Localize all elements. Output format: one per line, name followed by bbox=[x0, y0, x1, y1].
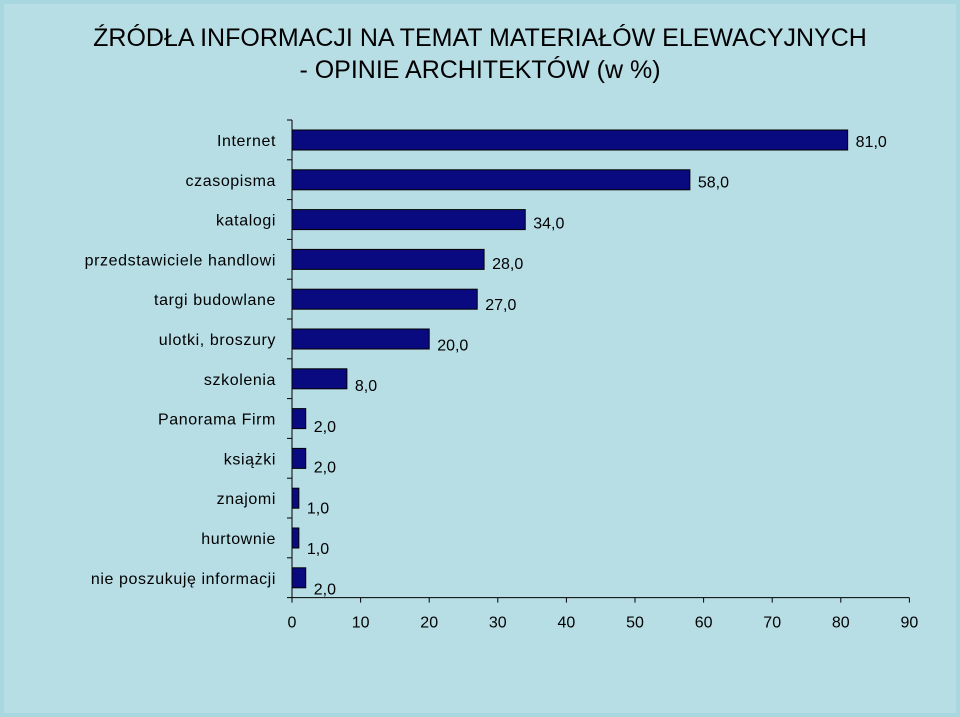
x-tick-label: 60 bbox=[695, 615, 713, 632]
bar bbox=[291, 487, 300, 509]
category-label: Internet bbox=[217, 133, 276, 150]
category-label: znajomi bbox=[217, 491, 276, 508]
data-label: 1,0 bbox=[307, 541, 329, 558]
x-tick-label: 80 bbox=[832, 615, 850, 632]
category-label: szkolenia bbox=[204, 372, 276, 389]
data-label: 2,0 bbox=[314, 419, 336, 436]
bar bbox=[291, 169, 691, 191]
data-label: 2,0 bbox=[314, 460, 336, 477]
category-label: hurtownie bbox=[201, 531, 276, 548]
x-tick-label: 0 bbox=[288, 615, 297, 632]
data-label: 58,0 bbox=[698, 175, 729, 192]
chart-background bbox=[4, 4, 956, 713]
category-label: przedstawiciele handlowi bbox=[85, 252, 276, 269]
x-tick-label: 40 bbox=[558, 615, 576, 632]
chart-title-line-1: ŹRÓDŁA INFORMACJI NA TEMAT MATERIAŁÓW EL… bbox=[93, 24, 867, 52]
bar bbox=[291, 447, 307, 469]
bar bbox=[291, 368, 348, 390]
x-tick-label: 50 bbox=[626, 615, 644, 632]
bar bbox=[291, 328, 430, 350]
bar bbox=[291, 129, 849, 151]
category-label: targi budowlane bbox=[154, 292, 276, 309]
category-label: Panorama Firm bbox=[158, 412, 276, 429]
bar bbox=[291, 248, 485, 270]
x-tick-label: 20 bbox=[420, 615, 438, 632]
bar bbox=[291, 408, 307, 430]
data-label: 8,0 bbox=[355, 378, 377, 395]
category-label: czasopisma bbox=[186, 173, 276, 190]
x-tick-label: 10 bbox=[352, 615, 370, 632]
data-label: 27,0 bbox=[485, 297, 516, 314]
category-label: książki bbox=[224, 451, 276, 468]
data-label: 28,0 bbox=[492, 256, 523, 273]
bar bbox=[291, 209, 526, 231]
data-label: 1,0 bbox=[307, 500, 329, 517]
bar bbox=[291, 567, 307, 589]
category-label: ulotki, broszury bbox=[159, 332, 276, 349]
chart-title: ŹRÓDŁA INFORMACJI NA TEMAT MATERIAŁÓW EL… bbox=[0, 22, 960, 86]
data-label: 34,0 bbox=[533, 215, 564, 232]
x-tick-label: 30 bbox=[489, 615, 507, 632]
data-label: 2,0 bbox=[314, 582, 336, 599]
bar bbox=[291, 527, 300, 549]
x-tick-label: 90 bbox=[901, 615, 919, 632]
category-label: nie poszukuję informacji bbox=[91, 571, 276, 588]
data-label: 20,0 bbox=[437, 338, 468, 355]
x-tick-label: 70 bbox=[763, 615, 781, 632]
category-label: katalogi bbox=[216, 213, 276, 230]
data-label: 81,0 bbox=[856, 134, 887, 151]
chart-title-line-2: - OPINIE ARCHITEKTÓW (w %) bbox=[299, 56, 661, 84]
bar bbox=[291, 288, 478, 310]
